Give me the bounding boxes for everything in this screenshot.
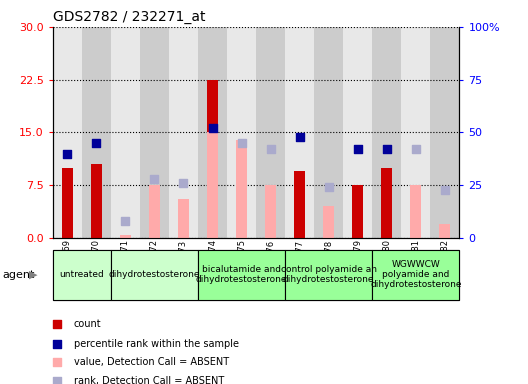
Point (323, 147, 332, 153)
Bar (381, 168, 392, 238)
Bar (294, 171, 305, 238)
Bar (410, 185, 421, 238)
Bar (111, 27, 140, 238)
Point (150, 176, 158, 182)
Bar (343, 27, 372, 238)
Bar (401, 27, 430, 238)
Bar (62, 168, 73, 238)
Bar (439, 224, 450, 238)
Point (92, 140, 101, 146)
Bar (120, 235, 131, 238)
Text: bicalutamide and
dihydrotestosterone: bicalutamide and dihydrotestosterone (196, 265, 287, 284)
Bar (53, 27, 82, 238)
Text: value, Detection Call = ABSENT: value, Detection Call = ABSENT (74, 358, 229, 367)
Point (208, 125, 216, 131)
Bar (314, 27, 343, 238)
Point (63, 151, 72, 157)
Bar (82, 27, 111, 238)
FancyBboxPatch shape (198, 250, 285, 300)
Point (412, 146, 420, 152)
Text: rank, Detection Call = ABSENT: rank, Detection Call = ABSENT (74, 376, 224, 384)
Text: ▶: ▶ (29, 270, 37, 280)
FancyBboxPatch shape (111, 250, 198, 300)
Bar (285, 27, 314, 238)
Text: untreated: untreated (60, 270, 104, 279)
Bar (198, 27, 227, 238)
Bar (149, 185, 160, 238)
Point (121, 218, 130, 224)
Text: WGWWCW
polyamide and
dihydrotestosterone: WGWWCW polyamide and dihydrotestosterone (370, 260, 461, 290)
Text: count: count (74, 319, 101, 329)
Point (324, 184, 333, 190)
Point (323, 314, 332, 321)
FancyBboxPatch shape (53, 250, 111, 300)
Bar (256, 27, 285, 238)
Bar (178, 199, 189, 238)
Text: control polyamide an
dihydrotestosterone: control polyamide an dihydrotestosterone (281, 265, 376, 284)
Bar (140, 27, 169, 238)
Point (440, 187, 449, 193)
FancyBboxPatch shape (372, 250, 459, 300)
Text: agent: agent (3, 270, 35, 280)
Point (238, 140, 246, 146)
Bar (169, 27, 198, 238)
Text: percentile rank within the sample: percentile rank within the sample (74, 339, 239, 349)
Point (267, 146, 275, 152)
Point (354, 146, 362, 152)
Text: dihydrotestosterone: dihydrotestosterone (109, 270, 200, 279)
Bar (207, 132, 218, 238)
Bar (323, 207, 334, 238)
Bar (265, 185, 276, 238)
Bar (430, 27, 459, 238)
Point (382, 146, 391, 152)
Point (180, 180, 188, 186)
Bar (91, 164, 102, 238)
Bar (352, 185, 363, 238)
Point (296, 134, 304, 140)
Bar (372, 27, 401, 238)
Bar (227, 27, 256, 238)
Text: GDS2782 / 232271_at: GDS2782 / 232271_at (53, 10, 205, 25)
Bar (236, 139, 247, 238)
FancyBboxPatch shape (285, 250, 372, 300)
Bar (207, 80, 218, 238)
